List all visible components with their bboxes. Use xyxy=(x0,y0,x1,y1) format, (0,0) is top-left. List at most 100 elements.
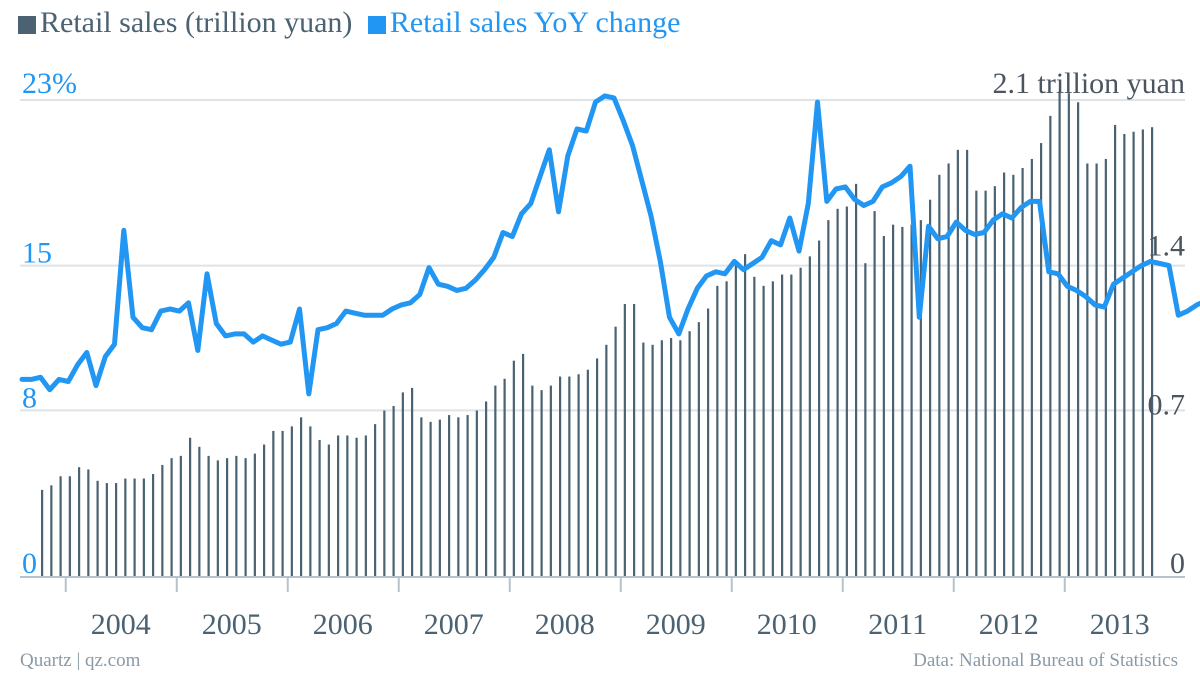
retail-sales-bar xyxy=(503,378,506,576)
retail-sales-bar xyxy=(864,263,867,576)
retail-sales-bar xyxy=(966,149,969,576)
retail-sales-bar xyxy=(836,208,839,577)
retail-sales-bar xyxy=(152,474,155,576)
retail-sales-bar xyxy=(984,190,987,576)
retail-sales-bar xyxy=(855,183,858,576)
retail-sales-bar xyxy=(179,455,182,576)
retail-sales-bar xyxy=(429,421,432,576)
yoy-change-line-layer xyxy=(19,93,1200,397)
retail-sales-bar xyxy=(281,430,284,576)
retail-sales-bar xyxy=(744,254,747,576)
retail-sales-bar xyxy=(485,401,488,576)
x-tick-label: 2007 xyxy=(424,608,484,641)
retail-sales-bar xyxy=(975,190,978,576)
retail-sales-bar xyxy=(522,353,525,576)
retail-sales-bar xyxy=(355,437,358,576)
retail-sales-bar xyxy=(1123,134,1126,576)
retail-sales-bar xyxy=(50,485,53,576)
yoy-change-line xyxy=(19,93,1200,397)
retail-sales-bar xyxy=(956,149,959,576)
retail-sales-bar xyxy=(651,344,654,576)
retail-sales-bar xyxy=(1151,127,1154,576)
retail-sales-bar xyxy=(327,444,330,576)
axis-labels: 0 8 15 23% 0 0.7 1.4 2.1 trillion yuan xyxy=(22,67,1185,580)
retail-sales-bar xyxy=(133,478,136,576)
retail-sales-bar xyxy=(235,455,238,576)
retail-sales-bar xyxy=(401,392,404,576)
retail-sales-bar xyxy=(771,281,774,576)
legend: Retail sales (trillion yuan) Retail sale… xyxy=(18,6,688,42)
x-tick-label: 2013 xyxy=(1090,608,1150,641)
retail-sales-bar xyxy=(1086,163,1089,576)
retail-sales-bar xyxy=(633,304,636,576)
retail-sales-bar xyxy=(1030,158,1033,576)
x-tick-label: 2009 xyxy=(646,608,706,641)
x-tick-label: 2011 xyxy=(868,608,927,641)
retail-sales-bar xyxy=(586,369,589,576)
retail-sales-bar xyxy=(670,338,673,576)
retail-sales-bar xyxy=(781,274,784,576)
legend-swatch-yoy-change xyxy=(367,16,386,34)
retail-sales-bar xyxy=(161,464,164,576)
retail-sales-bar xyxy=(87,469,90,576)
retail-sales-bar xyxy=(531,385,534,576)
x-tick-label: 2008 xyxy=(535,608,595,641)
retail-sales-bar xyxy=(808,256,811,576)
left-axis-label: 23% xyxy=(22,67,77,100)
retail-sales-bar xyxy=(263,444,266,576)
retail-sales-bar xyxy=(272,430,275,576)
retail-sales-bar xyxy=(642,342,645,576)
x-tick-label: 2006 xyxy=(313,608,373,641)
x-tick-label: 2010 xyxy=(757,608,817,641)
retail-sales-bar xyxy=(1012,174,1015,577)
x-tick-label: 2004 xyxy=(91,608,151,641)
retail-sales-bar xyxy=(901,226,904,576)
retail-sales-bar xyxy=(457,417,460,576)
retail-sales-bar xyxy=(845,206,848,577)
retail-sales-bar xyxy=(189,437,192,576)
retail-sales-bar xyxy=(300,417,303,576)
retail-sales-bar xyxy=(1040,143,1043,577)
retail-sales-bar xyxy=(309,426,312,576)
retail-sales-bar xyxy=(697,322,700,576)
retail-sales-bar xyxy=(475,410,478,576)
retail-sales-bar xyxy=(938,174,941,577)
legend-item-retail-sales: Retail sales (trillion yuan) xyxy=(18,6,352,40)
retail-sales-bar xyxy=(337,435,340,576)
retail-sales-bar xyxy=(873,211,876,577)
retail-sales-bar xyxy=(448,415,451,576)
retail-sales-bar xyxy=(494,385,497,576)
retail-sales-bar xyxy=(216,460,219,576)
legend-item-yoy-change: Retail sales YoY change xyxy=(367,6,680,40)
retail-sales-bar xyxy=(947,163,950,576)
retail-sales-bar xyxy=(707,308,710,576)
retail-sales-bar xyxy=(716,285,719,576)
retail-sales-bar xyxy=(1104,158,1107,576)
retail-sales-bar xyxy=(929,199,932,576)
retail-sales-bar xyxy=(688,331,691,576)
retail-sales-bar xyxy=(207,455,210,576)
retail-sales-bar xyxy=(790,274,793,576)
retail-sales-bar xyxy=(41,489,44,576)
retail-sales-bar xyxy=(253,453,256,576)
source-credit: Quartz | qz.com xyxy=(20,650,141,671)
retail-sales-bar xyxy=(549,385,552,576)
right-axis-label: 0.7 xyxy=(1148,388,1186,421)
retail-sales-bar xyxy=(1141,129,1144,576)
x-tick-label: 2005 xyxy=(202,608,262,641)
legend-swatch-retail-sales xyxy=(18,16,36,34)
retail-sales-bar xyxy=(568,376,571,576)
retail-sales-bar xyxy=(614,326,617,576)
retail-sales-bar xyxy=(142,478,145,576)
retail-sales-bar xyxy=(577,374,580,576)
retail-sales-bar xyxy=(96,480,99,576)
retail-sales-bar xyxy=(411,387,414,576)
retail-sales-bar xyxy=(734,265,737,576)
x-axis: 2004 2005 2006 2007 2008 2009 2010 2011 2012 2013 xyxy=(20,576,1185,641)
retail-sales-bar xyxy=(78,467,81,576)
retail-sales-bar xyxy=(540,390,543,576)
retail-sales-bar xyxy=(818,240,821,577)
retail-sales-bar xyxy=(105,483,108,576)
retail-sales-bar xyxy=(318,440,321,576)
retail-sales-bar xyxy=(623,304,626,576)
